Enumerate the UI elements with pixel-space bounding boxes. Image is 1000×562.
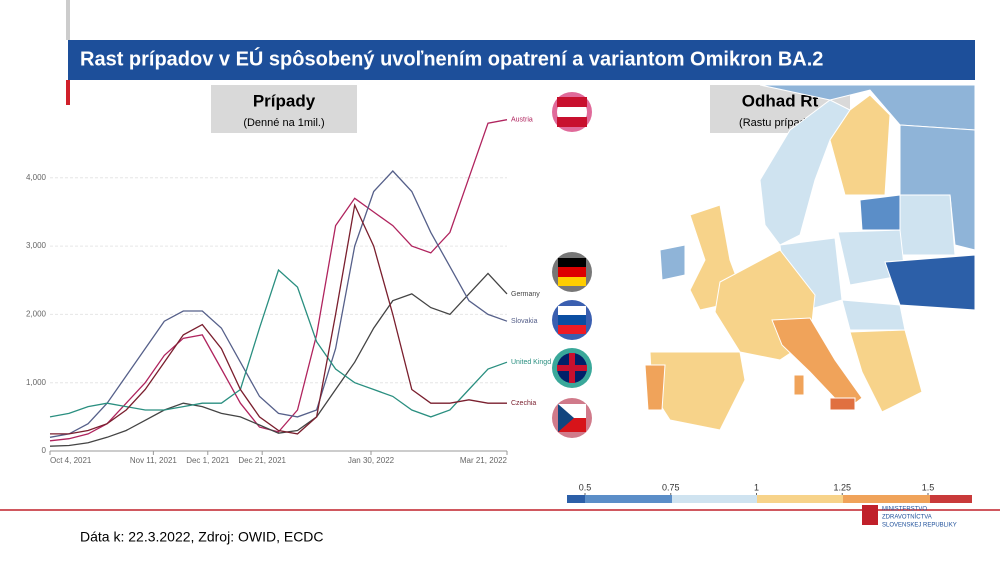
legend-swatch [567,495,585,503]
legend-tick-label: 1.5 [922,482,935,492]
y-tick-label: 0 [42,446,47,455]
legend-tick-label: 0.75 [662,482,680,492]
y-tick-label: 3,000 [26,241,47,250]
flag-stripe [558,315,586,325]
flag-stripe [558,258,586,267]
series-line [49,170,508,438]
x-tick-label: Jan 30, 2022 [348,456,395,465]
legend-swatch [843,495,930,503]
country [849,329,923,413]
x-tick-label: Mar 21, 2022 [460,456,508,465]
country [829,397,856,411]
x-tick-label: Nov 11, 2021 [130,456,178,465]
x-tick-label: Oct 4, 2021 [50,456,92,465]
series-label: Austria [511,117,533,124]
map-legend [567,495,972,503]
series-label: Czechia [511,400,536,407]
series-label: United Kingd [511,359,551,366]
logo-text: SLOVENSKEJ REPUBLIKY [882,523,957,529]
flag-stripe [557,117,587,127]
series-line [49,119,508,442]
legend-swatch [757,495,843,503]
chart-subtitle: (Denné na 1mil.) [243,117,324,129]
series-line [49,268,508,418]
flag-stripe [569,353,575,383]
legend-tick-label: 1.25 [833,482,851,492]
flag-triangle [558,404,574,432]
country [644,364,666,411]
x-tick-label: Dec 21, 2021 [238,456,286,465]
flags [552,92,592,438]
source-note: Dáta k: 22.3.2022, Zdroj: OWID, ECDC [80,529,324,545]
country [884,254,976,311]
x-tick-label: Dec 1, 2021 [186,456,230,465]
legend-swatch [672,495,757,503]
chart-title: Prípady [253,91,316,110]
legend-swatch [930,495,972,503]
country [899,194,956,256]
logo-text: MINISTERSTVO [882,507,927,513]
logo-text: ZDRAVOTNÍCTVA [882,514,932,521]
legend-swatch [585,495,672,503]
flag-stripe [558,325,586,334]
country [829,94,891,196]
country [759,99,851,246]
country [793,374,805,396]
series-label: Germany [511,291,540,298]
flag-stripe [557,97,587,107]
map [644,84,976,431]
country [659,244,686,281]
title-bar [68,40,975,80]
country [771,317,863,411]
y-tick-label: 4,000 [26,173,47,182]
series-line [50,202,507,435]
slide-title: Rast prípadov v EÚ spôsobený uvoľnením o… [80,46,823,70]
country [859,194,901,231]
country [649,351,746,431]
y-tick-label: 1,000 [26,378,47,387]
series-line [49,272,508,447]
y-tick-label: 2,000 [26,310,47,319]
legend-tick-label: 1 [754,482,759,492]
country [841,299,906,331]
flag-stripe [558,277,586,286]
flag-stripe [558,267,586,277]
chart-label-box [211,85,357,133]
flag-stripe [558,306,586,315]
series-label: Slovakia [511,318,538,325]
legend-tick-label: 0.5 [579,482,592,492]
logo-crest [862,505,878,525]
map-title: Odhad Rt [742,91,819,110]
